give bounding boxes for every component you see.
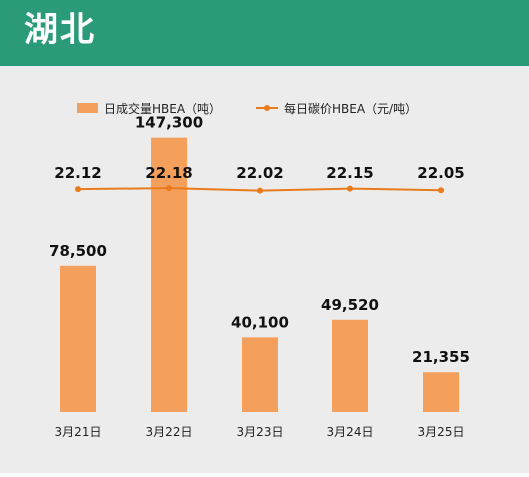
bar-5: [423, 372, 459, 412]
price-value-label: 22.15: [326, 164, 373, 182]
x-tick-label: 3月21日: [55, 425, 102, 439]
price-value-label: 22.05: [417, 164, 464, 182]
bar-2: [151, 137, 187, 412]
bar-value-label: 21,355: [412, 348, 470, 366]
legend-label-bar: 日成交量HBEA（吨）: [104, 101, 221, 116]
x-tick-label: 3月23日: [237, 425, 284, 439]
bar-4: [332, 319, 368, 412]
bottom-strip: [0, 473, 529, 477]
bar-1: [60, 265, 96, 412]
legend-swatch-bar: [77, 103, 98, 113]
bar-3: [242, 337, 278, 412]
combo-chart: 日成交量HBEA（吨） 每日碳价HBEA（元/吨） 78,500 147,300 40,…: [49, 101, 470, 439]
price-point: [347, 185, 353, 192]
header-bar: 湖北: [0, 0, 529, 66]
price-value-label: 22.12: [54, 164, 101, 182]
x-tick-label: 3月24日: [327, 425, 374, 439]
x-tick-label: 3月25日: [418, 425, 465, 439]
legend-label-line: 每日碳价HBEA（元/吨）: [284, 101, 417, 116]
price-value-label: 22.18: [145, 164, 192, 182]
price-value-label: 22.02: [236, 164, 283, 182]
price-point: [75, 186, 81, 193]
price-point: [438, 187, 444, 194]
price-point: [257, 187, 263, 194]
price-point: [166, 185, 172, 192]
legend-line-marker: [264, 105, 270, 111]
chart-panel: 日成交量HBEA（吨） 每日碳价HBEA（元/吨） 78,500 147,300 40,…: [0, 66, 529, 473]
x-tick-label: 3月22日: [146, 425, 193, 439]
bar-value-label: 147,300: [135, 114, 203, 132]
bar-value-label: 40,100: [231, 313, 289, 331]
bar-value-label: 49,520: [321, 296, 379, 314]
page-title: 湖北: [24, 10, 96, 50]
bar-value-label: 78,500: [49, 242, 107, 260]
